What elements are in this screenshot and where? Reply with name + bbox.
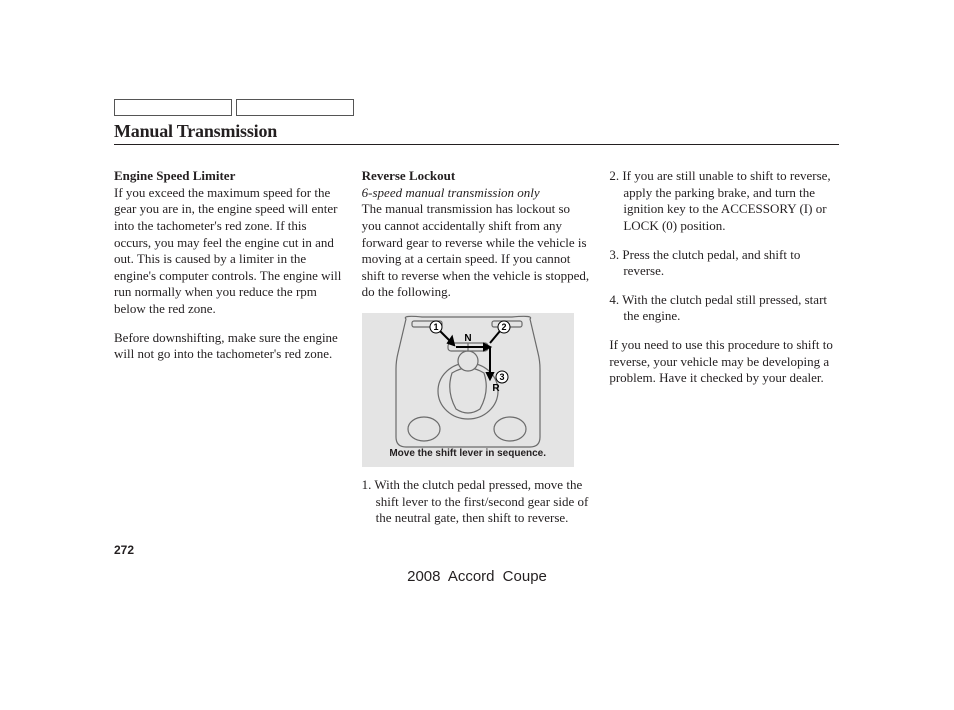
content-columns: Engine Speed Limiter If you exceed the m…: [114, 168, 839, 539]
col3-para-end: If you need to use this procedure to shi…: [609, 337, 839, 387]
column-2: Reverse Lockout 6-speed manual transmiss…: [362, 168, 592, 539]
col1-para2: Before downshifting, make sure the engin…: [114, 330, 344, 363]
diagram-label-2: 2: [501, 322, 506, 332]
col1-block: Engine Speed Limiter If you exceed the m…: [114, 168, 344, 318]
title-rule: [114, 144, 839, 145]
header-boxes: [114, 99, 354, 116]
column-1: Engine Speed Limiter If you exceed the m…: [114, 168, 344, 539]
header-box-right: [236, 99, 354, 116]
diagram-label-r: R: [492, 383, 500, 394]
manual-page: Manual Transmission Engine Speed Limiter…: [0, 0, 954, 710]
step-2: 2. If you are still unable to shift to r…: [609, 168, 839, 235]
col2-block: Reverse Lockout 6-speed manual transmiss…: [362, 168, 592, 301]
diagram-label-n: N: [464, 333, 471, 344]
reverse-lockout-note: 6-speed manual transmission only: [362, 185, 540, 200]
engine-speed-limiter-heading: Engine Speed Limiter: [114, 168, 235, 183]
col1-para1: If you exceed the maximum speed for the …: [114, 185, 341, 316]
step-4: 4. With the clutch pedal still pressed, …: [609, 292, 839, 325]
page-number: 272: [114, 543, 134, 557]
col2-para1: The manual transmission has lockout so y…: [362, 201, 589, 299]
step-1: 1. With the clutch pedal pressed, move t…: [362, 477, 592, 527]
shift-diagram: 1 2 3 N R Move the shift lever in sequen…: [362, 313, 574, 467]
diagram-caption: Move the shift lever in sequence.: [362, 448, 574, 461]
diagram-label-3: 3: [499, 372, 504, 382]
reverse-lockout-heading: Reverse Lockout: [362, 168, 456, 183]
page-title: Manual Transmission: [114, 121, 277, 142]
step-3: 3. Press the clutch pedal, and shift to …: [609, 247, 839, 280]
diagram-label-1: 1: [433, 322, 438, 332]
column-3: 2. If you are still unable to shift to r…: [609, 168, 839, 539]
shift-diagram-svg: 1 2 3 N R: [362, 313, 574, 467]
header-box-left: [114, 99, 232, 116]
footer-model: 2008 Accord Coupe: [0, 568, 954, 585]
